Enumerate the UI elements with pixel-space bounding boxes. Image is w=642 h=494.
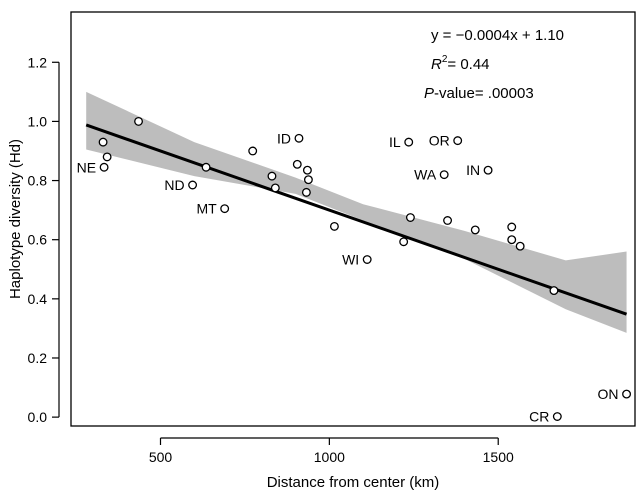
data-point — [622, 389, 632, 399]
data-point — [329, 221, 339, 231]
regression-line — [85, 123, 628, 316]
r-squared-symbol: R — [431, 56, 442, 73]
p-value-symbol: P — [424, 85, 434, 102]
p-value-annotation: P-value= .00003 — [424, 85, 534, 102]
regression-equation: y = −0.0004x + 1.10 — [431, 27, 564, 44]
data-point — [470, 225, 480, 235]
data-point — [301, 187, 311, 197]
data-point — [267, 171, 277, 181]
data-point — [507, 222, 517, 232]
point-label: WA — [414, 167, 437, 183]
data-point — [188, 180, 198, 190]
data-point — [399, 237, 409, 247]
point-label: NE — [77, 159, 96, 175]
x-axis-title: Distance from center (km) — [267, 474, 440, 491]
data-point — [404, 137, 414, 147]
r-squared-annotation: R2= 0.44 — [431, 54, 490, 73]
data-point — [303, 175, 313, 185]
data-point — [507, 235, 517, 245]
data-point — [439, 170, 449, 180]
data-point — [405, 213, 415, 222]
data-point — [515, 241, 525, 251]
data-point — [453, 136, 463, 146]
data-point — [302, 165, 312, 175]
data-point — [294, 133, 304, 143]
point-label: OR — [429, 133, 450, 149]
x-tick-label: 1000 — [314, 449, 345, 465]
data-point — [483, 165, 493, 175]
data-point — [549, 286, 559, 296]
r-squared-superscript: 2 — [442, 54, 448, 65]
y-tick-label: 0.4 — [28, 291, 48, 307]
y-tick-label: 1.2 — [28, 54, 48, 70]
point-label: ON — [598, 386, 619, 402]
data-point — [220, 204, 230, 214]
data-point — [292, 159, 302, 169]
data-point — [201, 162, 211, 172]
data-point — [134, 116, 143, 126]
p-value-text: -value= .00003 — [434, 85, 534, 102]
y-tick-label: 1.0 — [28, 113, 48, 129]
point-label: MT — [196, 201, 217, 217]
point-label: ID — [277, 130, 291, 146]
y-tick-label: 0.6 — [28, 232, 48, 248]
y-tick-label: 0.0 — [28, 409, 48, 425]
data-point — [98, 137, 108, 147]
point-label: IN — [466, 162, 480, 178]
data-point — [270, 183, 280, 193]
data-point — [248, 146, 258, 156]
r-squared-value: = 0.44 — [447, 56, 489, 73]
x-tick-label: 500 — [149, 449, 173, 465]
y-axis-title: Haplotype diversity (Hd) — [7, 139, 24, 299]
data-point — [362, 255, 372, 264]
x-tick-label: 1500 — [483, 449, 514, 465]
point-label: CR — [529, 409, 549, 425]
data-point — [443, 216, 453, 225]
point-label: ND — [164, 177, 184, 193]
data-point — [99, 162, 109, 172]
point-label: WI — [342, 252, 359, 268]
y-tick-label: 0.2 — [28, 350, 48, 366]
y-tick-label: 0.8 — [28, 173, 48, 189]
confidence-band — [86, 91, 627, 333]
data-point — [102, 152, 112, 162]
plot-frame — [70, 11, 636, 427]
data-point — [552, 412, 562, 421]
point-label: IL — [389, 134, 401, 150]
